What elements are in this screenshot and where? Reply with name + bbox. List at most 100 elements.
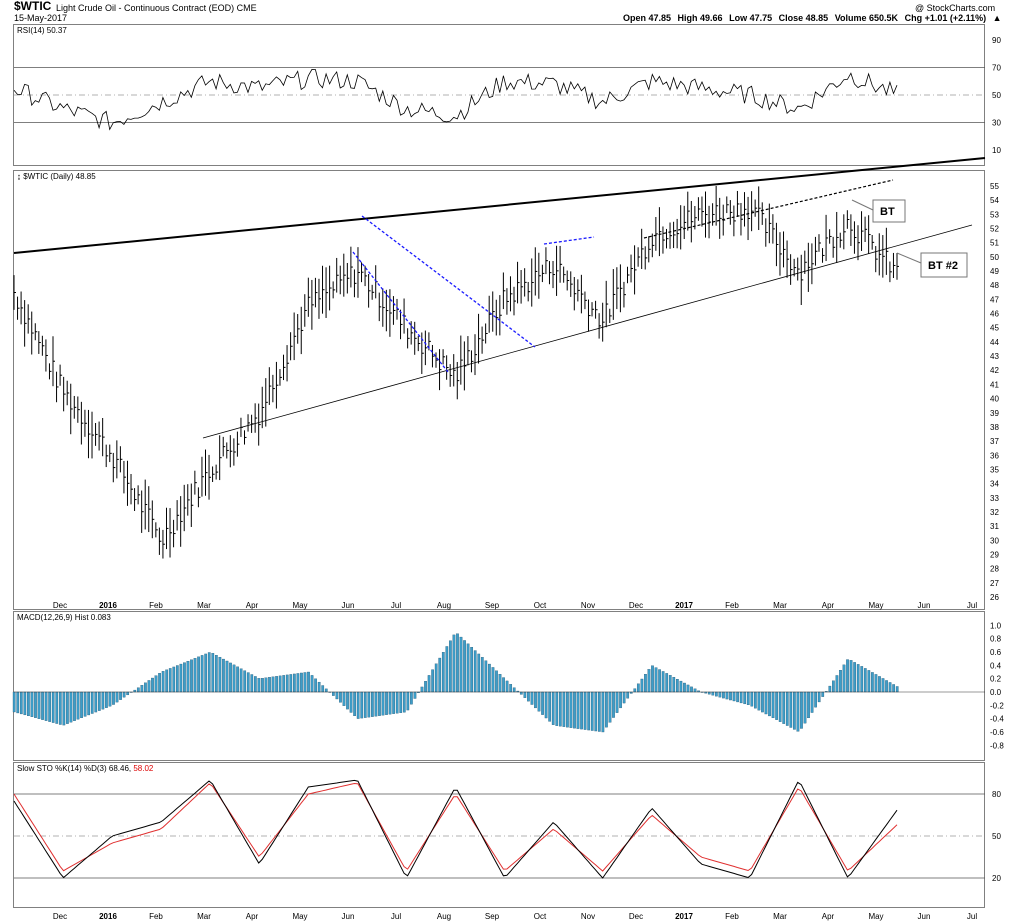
macd-hist-bar [119, 691, 122, 700]
macd-hist-bar [661, 671, 665, 693]
macd-hist-bar [874, 674, 878, 693]
stochastic-panel: Slow STO %K(14) %D(3) 68.46, 58.02 [13, 762, 985, 908]
macd-hist-bar [743, 691, 747, 705]
macd-hist-bar [16, 691, 20, 714]
macd-hist-bar [175, 665, 179, 693]
sto-x-axis-label: Feb [725, 912, 739, 921]
price-tick-label: 53 [990, 210, 999, 219]
price-x-axis-label: 2016 [99, 601, 117, 610]
macd-hist-bar [736, 691, 739, 703]
price-tick-label: 30 [990, 536, 999, 545]
macd-hist-bar [718, 691, 722, 698]
macd-hist-bar [218, 656, 222, 693]
price-x-axis-label: May [868, 601, 883, 610]
macd-hist-bar [105, 691, 108, 708]
macd-hist-bar [778, 691, 782, 722]
macd-hist-bar [863, 668, 867, 693]
macd-hist-bar [452, 634, 456, 693]
macd-hist-bar [573, 691, 576, 729]
price-bars [13, 185, 899, 559]
macd-hist-bar [580, 691, 583, 730]
macd-hist-bar [58, 691, 62, 725]
macd-hist-bar [817, 691, 821, 703]
macd-hist-bar [537, 691, 541, 712]
macd-hist-bar [608, 691, 612, 723]
macd-hist-bar [112, 691, 115, 705]
macd-hist-bar [505, 680, 509, 693]
macd-tick-label: 1.0 [990, 621, 1002, 630]
volume-value: Volume 650.5K [834, 13, 899, 23]
macd-hist-bar [548, 691, 552, 722]
macd-hist-bar [675, 678, 679, 693]
macd-hist-bar [775, 691, 778, 720]
macd-hist-bar [62, 691, 66, 726]
macd-hist-bar [576, 691, 580, 729]
macd-hist-bar [768, 691, 771, 717]
macd-hist-bar [97, 691, 101, 711]
macd-hist-bar [73, 691, 76, 721]
macd-hist-bar [246, 672, 250, 693]
macd-hist-bar [895, 686, 899, 693]
macd-hist-bar [466, 643, 470, 693]
macd-hist-bar [165, 669, 169, 693]
macd-hist-bar [800, 691, 803, 729]
macd-hist-bar [615, 691, 619, 713]
low-value: Low 47.75 [729, 13, 773, 23]
macd-hist-bar [636, 683, 640, 693]
macd-hist-bar [179, 663, 183, 693]
price-x-axis-label: Apr [822, 601, 835, 610]
price-tick-label: 37 [990, 437, 999, 446]
macd-hist-bar [168, 668, 172, 693]
macd-hist-bar [381, 691, 385, 716]
macd-hist-bar [892, 684, 896, 693]
macd-hist-bar [693, 688, 697, 693]
macd-hist-bar [363, 691, 367, 718]
macd-hist-bar [420, 686, 424, 693]
macd-hist-bar [144, 682, 147, 693]
macd-hist-bar [76, 691, 80, 720]
price-x-axis-label: Oct [534, 601, 547, 610]
price-tick-label: 41 [990, 380, 999, 389]
macd-hist-bar [90, 691, 94, 714]
macd-hist-bar [477, 653, 481, 693]
macd-hist-bar [243, 670, 247, 693]
sto-x-axis-label: Sep [485, 912, 500, 921]
open-value: Open 47.85 [623, 13, 672, 23]
macd-hist-bar [154, 675, 158, 693]
macd-hist-bar [94, 691, 98, 713]
macd-hist-bar [292, 673, 296, 693]
macd-hist-bar [378, 691, 381, 716]
macd-tick-label: -0.6 [990, 728, 1004, 737]
price-tick-label: 31 [990, 522, 999, 531]
macd-hist-bar [261, 678, 264, 693]
macd-hist-bar [750, 691, 754, 707]
stochastic-tick-label: 80 [992, 790, 1001, 799]
macd-hist-bar [569, 691, 573, 728]
macd-hist-bar [122, 691, 126, 698]
macd-hist-bar [558, 691, 562, 727]
macd-hist-bar [44, 691, 48, 721]
macd-hist-bar [597, 691, 601, 732]
macd-hist-bar [126, 691, 130, 696]
macd-hist-bar [346, 691, 349, 710]
macd-histogram [12, 633, 899, 733]
rsi-tick-label: 50 [992, 91, 1001, 100]
macd-hist-bar [527, 691, 530, 702]
macd-hist-bar [51, 691, 55, 723]
macd-hist-bar [686, 684, 690, 693]
brand-label: @ StockCharts.com [915, 3, 996, 13]
macd-hist-bar [37, 691, 41, 719]
sto-x-axis-label: Apr [246, 912, 259, 921]
macd-hist-bar [665, 673, 669, 693]
macd-hist-bar [197, 656, 200, 693]
macd-hist-bar [587, 691, 591, 731]
bt2-callout-label: BT #2 [928, 260, 958, 272]
price-x-axis-label: Feb [149, 601, 163, 610]
macd-hist-bar [356, 691, 360, 719]
macd-hist-bar [413, 691, 417, 699]
sto-x-axis-label: Feb [149, 912, 163, 921]
sto-x-axis-label: Mar [773, 912, 787, 921]
macd-hist-bar [339, 691, 342, 703]
macd-hist-bar [300, 672, 303, 693]
macd-hist-bar [161, 671, 165, 693]
